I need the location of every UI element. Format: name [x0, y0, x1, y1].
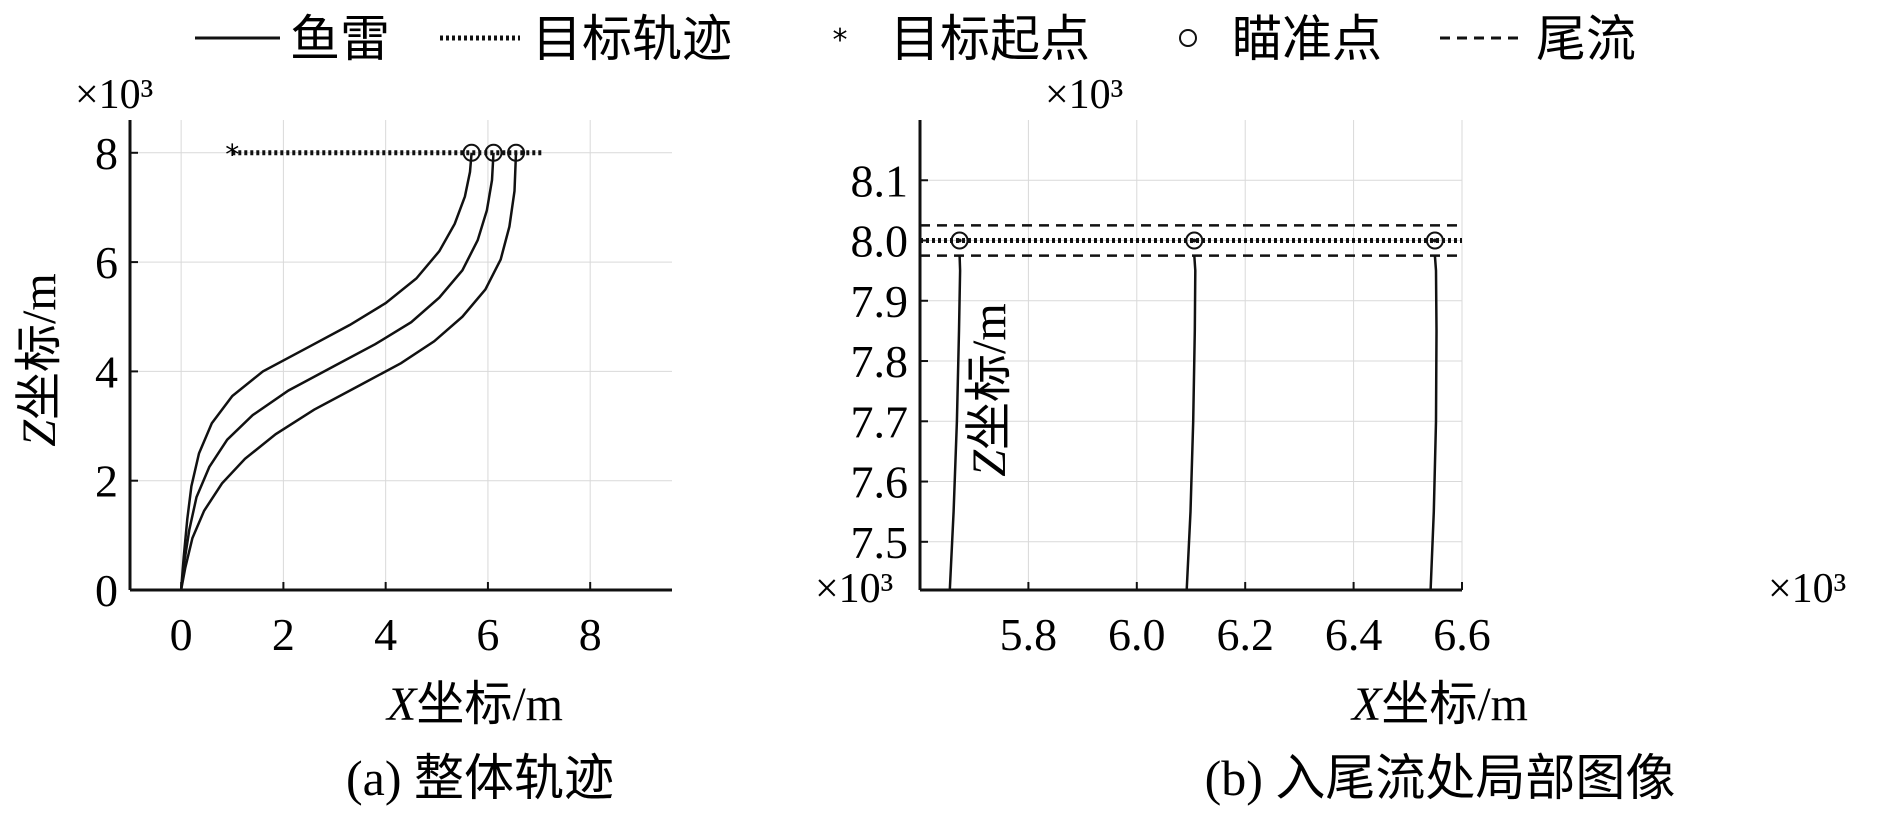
torpedo-trajectory	[948, 255, 962, 591]
panel-b-y-axis-var: Z	[963, 449, 1016, 477]
aim-point-center	[1192, 238, 1197, 243]
panel-a-axes	[128, 120, 672, 592]
panel-a-series: *	[179, 138, 545, 591]
y-tick-label: 7.8	[851, 336, 909, 387]
torpedo-trajectory	[1185, 255, 1197, 591]
y-tick-label: 0	[95, 565, 118, 616]
aim-point	[1185, 231, 1204, 250]
y-tick-label: 8.0	[851, 216, 909, 267]
aim-point	[1425, 231, 1444, 250]
y-tick-label: 7.6	[851, 457, 909, 508]
legend-target-start-label: 目标起点	[890, 10, 1090, 68]
panel-b-tick-labels: 5.8 6.0 6.2 6.4 6.6 7.5 7.6 7.7 7.8 7.9 8.0 8.1	[851, 155, 1491, 660]
panel-b-x-axis-unit: 坐标/m	[1381, 678, 1528, 731]
panel-a-y-axis-var: Z	[13, 419, 66, 447]
aim-point	[462, 143, 481, 162]
panel-b-caption: (b) 入尾流处局部图像	[1205, 750, 1676, 806]
panel-b-series	[920, 224, 1462, 591]
panel-b-wake-entry-detail: 5.8 6.0 6.2 6.4 6.6 7.5 7.6 7.7 7.8 7.9 8.0 8.1 ×10…	[851, 72, 1847, 806]
torpedo-trajectory	[179, 152, 518, 591]
panel-b-y-multiplier: ×10³	[1045, 72, 1123, 118]
aim-point	[507, 143, 526, 162]
aim-point	[950, 231, 969, 250]
panel-b-x-multiplier: ×10³	[1768, 566, 1846, 612]
panel-a-caption: (a) 整体轨迹	[346, 750, 614, 806]
target-start-marker: *	[225, 138, 239, 171]
y-tick-label: 8.1	[851, 155, 909, 206]
legend-wake-label: 尾流	[1536, 10, 1636, 68]
x-tick-label: 6.2	[1216, 609, 1274, 660]
torpedo-trajectory	[179, 152, 473, 591]
legend-target-start-marker: *	[833, 23, 848, 58]
panel-a-y-multiplier: ×10³	[75, 72, 153, 118]
panel-b-grid	[920, 120, 1463, 590]
legend-aim-point-marker	[1179, 29, 1197, 47]
legend: 鱼雷 目标轨迹 * 目标起点 瞄准点 尾流	[195, 10, 1636, 68]
panel-b-x-axis-label: X坐标/m	[1350, 678, 1528, 731]
panel-a-x-axis-var: X	[385, 678, 418, 731]
torpedo-trajectory	[1429, 255, 1438, 591]
panel-a-grid	[130, 120, 672, 591]
y-tick-label: 8	[95, 128, 118, 179]
x-tick-label: 6.6	[1433, 609, 1491, 660]
panel-a-x-axis-unit: 坐标/m	[416, 678, 563, 731]
panel-a-y-axis-label: Z坐标/m	[13, 273, 66, 446]
x-tick-label: 0	[170, 609, 193, 660]
x-tick-label: 2	[272, 609, 295, 660]
y-tick-label: 6	[95, 237, 118, 288]
y-tick-label: 7.5	[851, 517, 909, 568]
aim-point-center	[957, 238, 962, 243]
x-tick-label: 5.8	[1000, 609, 1058, 660]
panel-b-y-axis-label: Z坐标/m	[963, 303, 1016, 476]
aim-point-center	[1432, 238, 1437, 243]
panel-a-y-axis-unit: 坐标/m	[13, 273, 66, 420]
legend-torpedo-label: 鱼雷	[290, 10, 390, 68]
panel-a-tick-labels: 0 2 4 6 8 0 2 4 6 8	[95, 128, 602, 660]
panel-b-x-axis-var: X	[1350, 678, 1383, 731]
y-tick-label: 7.9	[851, 276, 909, 327]
torpedo-trajectory	[179, 152, 495, 591]
panel-b-axes	[918, 120, 1463, 592]
panel-b-y-axis-unit: 坐标/m	[963, 303, 1016, 450]
x-tick-label: 6.4	[1325, 609, 1383, 660]
panel-a-x-axis-label: X坐标/m	[385, 678, 563, 731]
y-tick-label: 2	[95, 456, 118, 507]
x-tick-label: 4	[374, 609, 397, 660]
y-tick-label: 7.7	[851, 396, 909, 447]
legend-target-track-label: 目标轨迹	[532, 10, 732, 68]
x-tick-label: 6.0	[1108, 609, 1166, 660]
x-tick-label: 6	[476, 609, 499, 660]
x-tick-label: 8	[579, 609, 602, 660]
panel-a-x-multiplier: ×10³	[815, 566, 893, 612]
y-tick-label: 4	[95, 346, 118, 397]
legend-aim-point-label: 瞄准点	[1232, 10, 1382, 68]
aim-point	[484, 143, 503, 162]
